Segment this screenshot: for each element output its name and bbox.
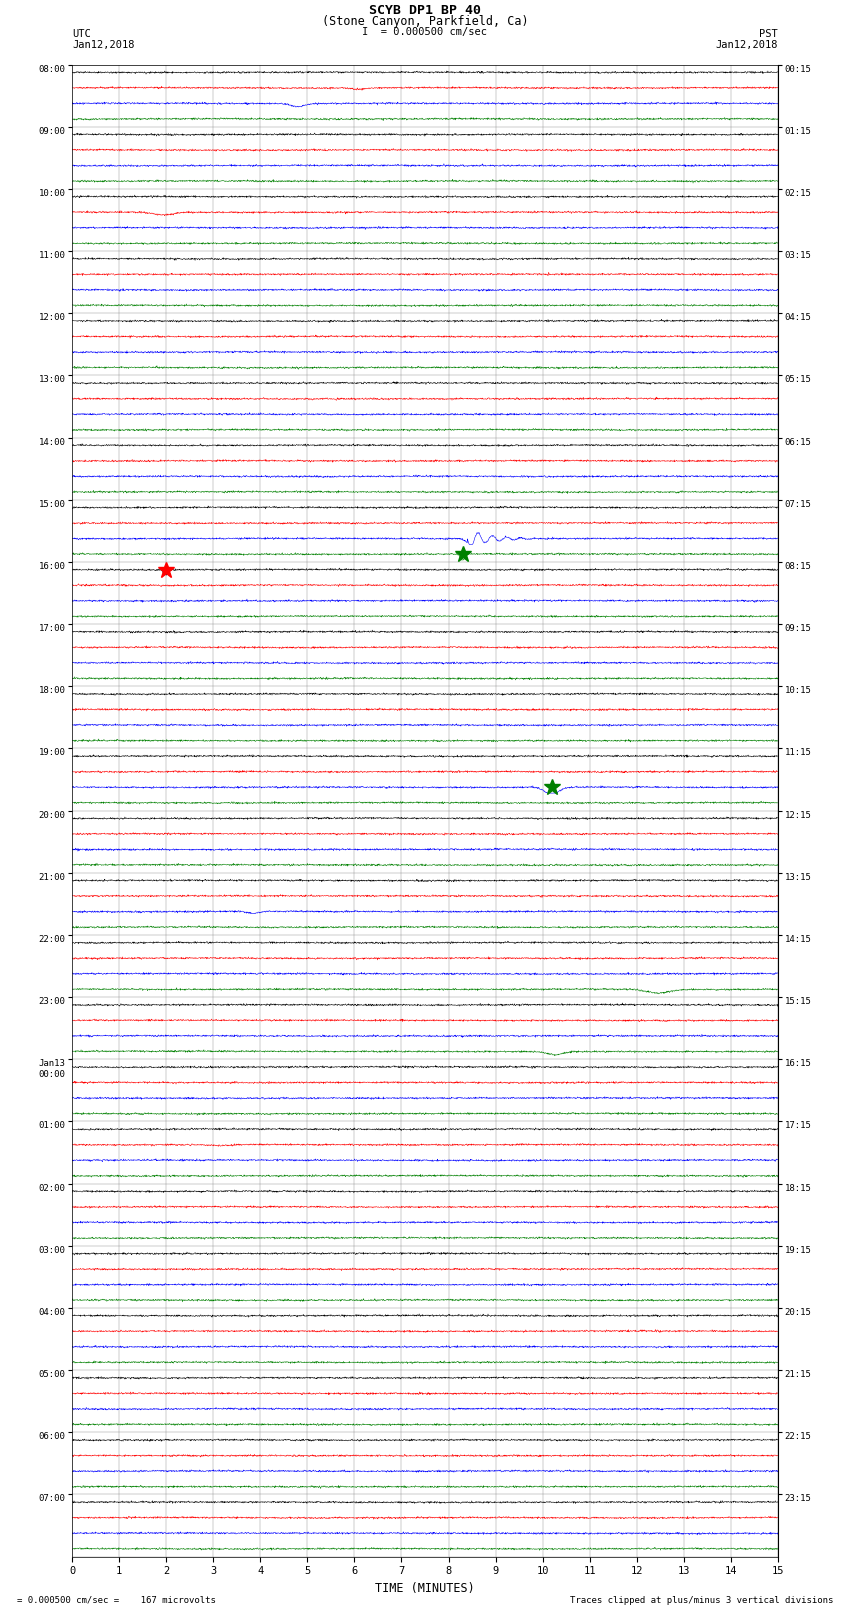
Text: (Stone Canyon, Parkfield, Ca): (Stone Canyon, Parkfield, Ca): [321, 16, 529, 29]
Text: = 0.000500 cm/sec =    167 microvolts: = 0.000500 cm/sec = 167 microvolts: [17, 1595, 216, 1605]
Text: PST: PST: [759, 29, 778, 39]
Text: Jan12,2018: Jan12,2018: [72, 40, 135, 50]
Text: I  = 0.000500 cm/sec: I = 0.000500 cm/sec: [362, 27, 488, 37]
X-axis label: TIME (MINUTES): TIME (MINUTES): [375, 1582, 475, 1595]
Text: SCYB DP1 BP 40: SCYB DP1 BP 40: [369, 5, 481, 18]
Text: Traces clipped at plus/minus 3 vertical divisions: Traces clipped at plus/minus 3 vertical …: [570, 1595, 833, 1605]
Text: Jan12,2018: Jan12,2018: [715, 40, 778, 50]
Text: UTC: UTC: [72, 29, 91, 39]
